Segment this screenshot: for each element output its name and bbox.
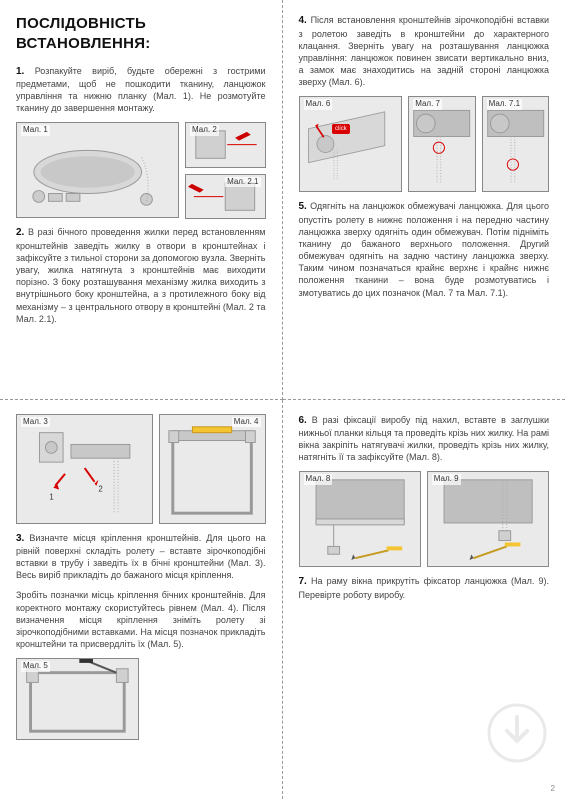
step-7-body: На раму вікна прикрутіть фіксатор ланцюж…: [299, 576, 550, 600]
figure-8: Мал. 8: [299, 471, 421, 567]
step-1-text: 1. Розпакуйте виріб, будьте обережні з г…: [16, 65, 266, 115]
figure-6: Мал. 6 click: [299, 96, 403, 192]
figure-5-label: Мал. 5: [21, 661, 50, 672]
figure-7-1: Мал. 7.1: [482, 96, 549, 192]
figure-2-1: Мал. 2.1: [185, 174, 266, 219]
step-4-body: Після встановлення кронштейнів зірочкопо…: [299, 15, 550, 87]
step-2-text: 2. В разі бічного проведення жилки перед…: [16, 226, 266, 324]
step-7-text: 7. На раму вікна прикрутіть фіксатор лан…: [299, 575, 550, 601]
figure-4: Мал. 4: [159, 414, 265, 524]
step-3b-text: Зробіть позначки місць кріплення бічних …: [16, 589, 266, 650]
figure-8-label: Мал. 8: [304, 474, 333, 485]
step-number-6: 6.: [299, 415, 307, 426]
figure-1: Мал. 1: [16, 122, 179, 218]
step-6-body: В разі фіксації виробу під нахил, вставт…: [299, 415, 550, 463]
quadrant-3: Мал. 3 1 2 Мал. 4: [0, 400, 283, 799]
page-number: 2: [551, 784, 555, 793]
fig-row-1-2: Мал. 1 Мал. 2: [16, 122, 266, 218]
figure-7: Мал. 7: [408, 96, 475, 192]
figure-9-label: Мал. 9: [432, 474, 461, 485]
step-3a-text: 3. Визначте місця кріплення кронштейнів.…: [16, 532, 266, 582]
step-3a-body: Визначте місця кріплення кронштейнів. Дл…: [16, 533, 266, 581]
page-title: ПОСЛІДОВНІСТЬ ВСТАНОВЛЕННЯ:: [16, 14, 266, 55]
step-number-2: 2.: [16, 227, 24, 238]
step-number-5: 5.: [299, 201, 307, 212]
figure-9: Мал. 9: [427, 471, 549, 567]
svg-text:2: 2: [98, 484, 102, 493]
step-6-text: 6. В разі фіксації виробу під нахил, вст…: [299, 414, 550, 464]
click-badge: click: [332, 124, 350, 134]
figure-3-label: Мал. 3: [21, 417, 50, 428]
step-1-body: Розпакуйте виріб, будьте обережні з гост…: [16, 66, 266, 114]
step-number-3: 3.: [16, 533, 24, 544]
fig-row-3-4: Мал. 3 1 2 Мал. 4: [16, 414, 266, 524]
step-number-4: 4.: [299, 15, 307, 26]
figure-6-label: Мал. 6: [304, 99, 333, 110]
fig-row-8-9: Мал. 8 Мал. 9: [299, 471, 550, 567]
step-3b-body: Зробіть позначки місць кріплення бічних …: [16, 590, 266, 649]
figure-2: Мал. 2: [185, 122, 266, 167]
fig-row-5: Мал. 5: [16, 658, 266, 740]
quadrant-1: ПОСЛІДОВНІСТЬ ВСТАНОВЛЕННЯ: 1. Розпакуйт…: [0, 0, 283, 400]
instruction-page: ПОСЛІДОВНІСТЬ ВСТАНОВЛЕННЯ: 1. Розпакуйт…: [0, 0, 565, 799]
figure-7-label: Мал. 7: [413, 99, 442, 110]
figure-5: Мал. 5: [16, 658, 139, 740]
step-4-text: 4. Після встановлення кронштейнів зірочк…: [299, 14, 550, 88]
step-5-body: Одягніть на ланцюжок обмежувачі ланцюжка…: [299, 201, 550, 297]
figure-4-label: Мал. 4: [232, 417, 261, 428]
figure-2-label: Мал. 2: [190, 125, 219, 136]
svg-text:1: 1: [49, 492, 53, 501]
figure-3: Мал. 3 1 2: [16, 414, 153, 524]
figure-7-1-label: Мал. 7.1: [487, 99, 522, 110]
figure-1-label: Мал. 1: [21, 125, 50, 136]
step-number-1: 1.: [16, 66, 24, 77]
step-number-7: 7.: [299, 576, 307, 587]
step-2-body: В разі бічного проведення жилки перед вс…: [16, 227, 266, 323]
quadrant-4: 6. В разі фіксації виробу під нахил, вст…: [283, 400, 565, 799]
quadrant-2: 4. Після встановлення кронштейнів зірочк…: [283, 0, 565, 400]
fig-row-6-7: Мал. 6 click Мал. 7: [299, 96, 550, 192]
figure-2-1-label: Мал. 2.1: [225, 177, 260, 188]
step-5-text: 5. Одягніть на ланцюжок обмежувачі ланцю…: [299, 200, 550, 298]
